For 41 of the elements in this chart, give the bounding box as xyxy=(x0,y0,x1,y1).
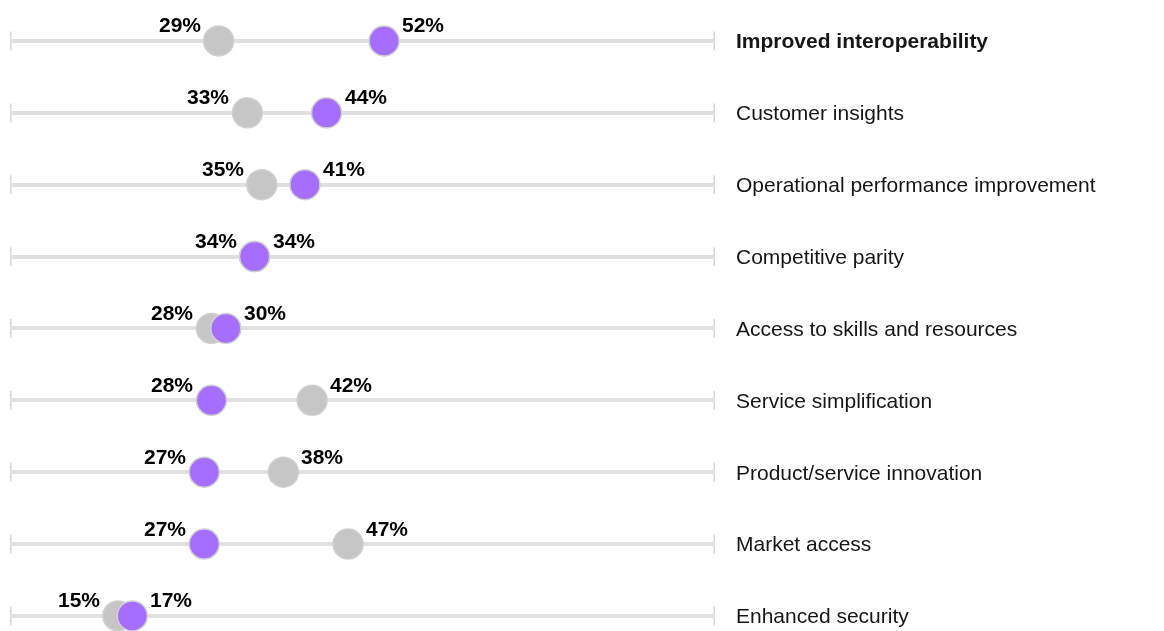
data-label: 15% xyxy=(58,588,101,611)
data-label: 33% xyxy=(187,85,230,108)
data-label: 34% xyxy=(195,229,238,252)
point xyxy=(210,312,242,345)
data-label: 17% xyxy=(150,588,193,611)
data-label: 34% xyxy=(273,229,316,252)
point xyxy=(195,384,228,417)
point xyxy=(310,97,343,129)
data-label: 41% xyxy=(323,157,366,180)
y-tick-label: Market access xyxy=(736,532,872,556)
data-label: 44% xyxy=(345,85,388,108)
point xyxy=(289,168,321,201)
y-tick-label: Service simplification xyxy=(736,388,933,412)
y-tick-label: Enhanced security xyxy=(736,604,910,628)
data-label: 30% xyxy=(244,301,287,324)
point xyxy=(202,25,235,57)
y-tick-label: Improved interoperability xyxy=(736,29,989,53)
y-tick-label: Operational performance improvement xyxy=(736,173,1096,197)
data-label: 38% xyxy=(301,445,344,468)
point xyxy=(296,384,328,417)
data-label: 42% xyxy=(330,373,373,396)
point xyxy=(231,97,264,129)
y-tick-label: Access to skills and resources xyxy=(736,316,1018,340)
data-label: 28% xyxy=(151,301,194,324)
point xyxy=(246,168,278,201)
point xyxy=(368,25,400,57)
y-tick-label: Customer insights xyxy=(736,101,905,125)
data-label: 27% xyxy=(144,445,187,468)
point xyxy=(267,456,300,488)
data-label: 29% xyxy=(159,13,202,36)
point xyxy=(116,600,149,631)
data-label: 27% xyxy=(144,517,187,540)
y-tick-label: Product/service innovation xyxy=(736,460,983,484)
point xyxy=(332,528,364,560)
point xyxy=(188,528,220,560)
point xyxy=(188,456,220,488)
data-label: 52% xyxy=(402,13,445,36)
data-label: 47% xyxy=(366,517,409,540)
y-tick-label: Competitive parity xyxy=(736,244,905,268)
data-label: 28% xyxy=(151,373,194,396)
data-label: 35% xyxy=(202,157,245,180)
